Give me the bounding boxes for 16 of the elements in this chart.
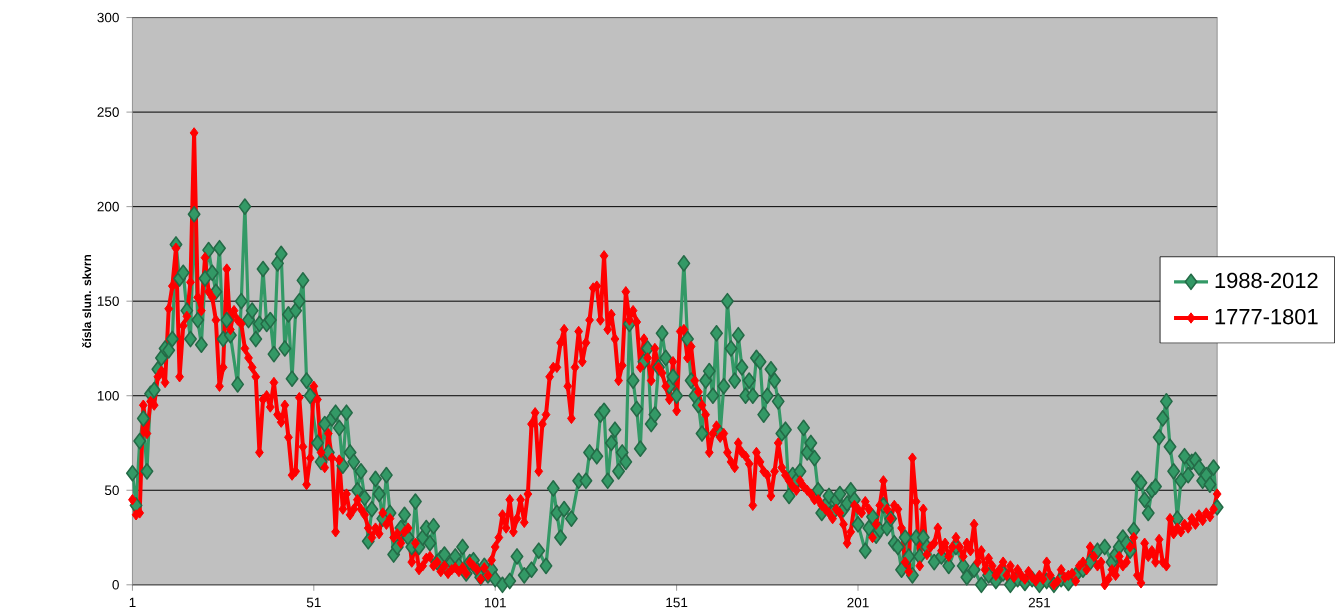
y-tick-label: 250 <box>97 107 119 117</box>
y-tick-label: 150 <box>97 296 119 306</box>
y-tick-label: 300 <box>97 12 119 23</box>
x-tick-label: 101 <box>484 597 506 608</box>
y-tick-label: 50 <box>104 485 119 496</box>
x-tick-label: 51 <box>306 597 321 608</box>
y-tick-label: 0 <box>112 580 119 590</box>
x-tick-label: 201 <box>847 597 869 608</box>
x-tick-label: 1 <box>129 597 136 608</box>
y-tick-label: 100 <box>97 390 119 401</box>
x-tick-label: 151 <box>666 597 688 608</box>
legend-label: 1777-1801 <box>1215 308 1318 325</box>
y-axis-title: čísla slun. skvrn <box>82 254 92 348</box>
x-tick-label: 251 <box>1028 597 1051 608</box>
y-tick-label: 200 <box>97 201 119 212</box>
legend-label: 1988-2012 <box>1215 272 1318 289</box>
